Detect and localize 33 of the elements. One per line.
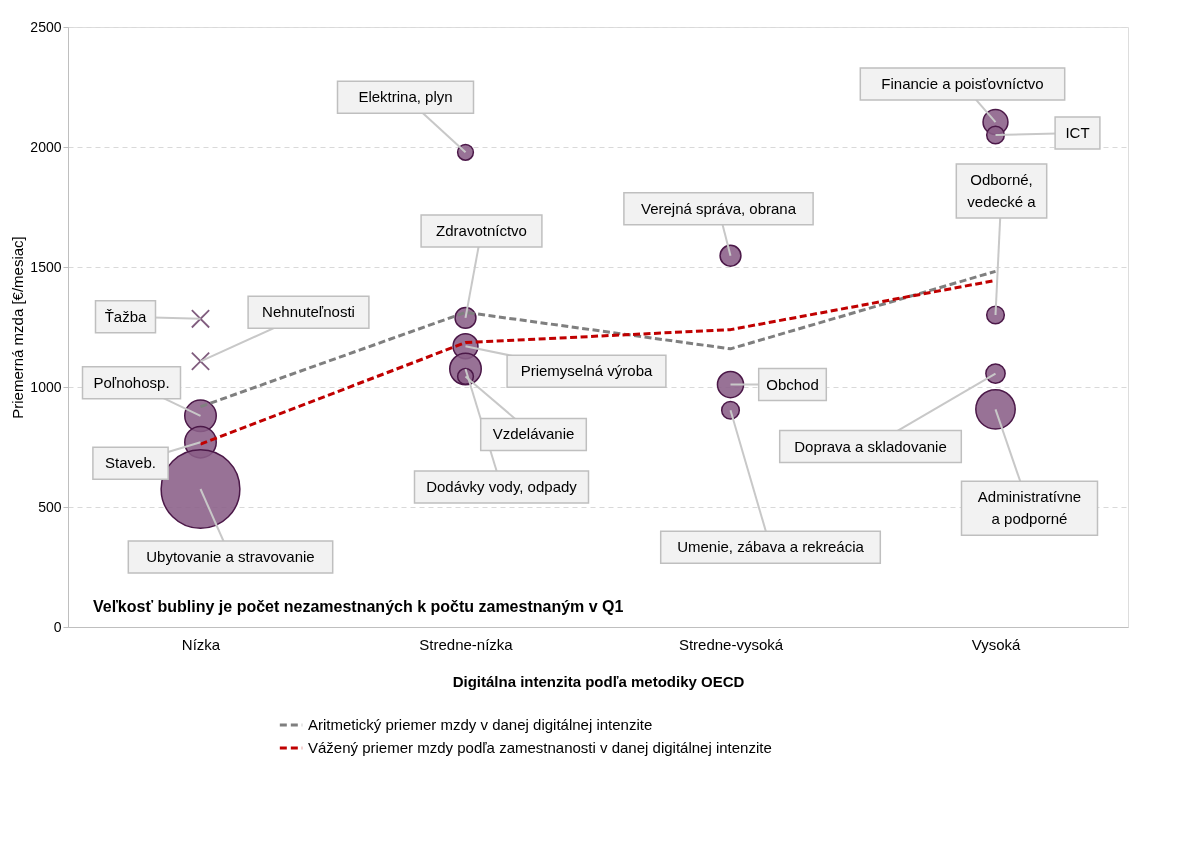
- x-tick-label: Stredne-vysoká: [678, 635, 784, 653]
- annotation: Zdravotníctvo: [436, 221, 527, 239]
- annotation: Administratívne a podporné: [977, 488, 1082, 528]
- annotation: Vzdelávanie: [492, 425, 575, 443]
- y-tick-label: 2000: [30, 138, 62, 155]
- legend-label: Aritmetický priemer mzdy v danej digitálnej intenzite: [308, 716, 653, 733]
- y-axis-title: Priemerná mzda [€/mesiac]: [9, 236, 27, 419]
- y-tick-label: 500: [38, 498, 62, 515]
- legend-label: Vážený priemer mzdy podľa zamestnanosti v danej digitálnej intenzite: [308, 739, 772, 756]
- x-tick-label: Vysoká: [971, 635, 1021, 653]
- annotation: Financie a poisťovníctvo: [881, 75, 1044, 93]
- annotation: Doprava a skladovanie: [794, 437, 947, 455]
- x-tick-label: Stredne-nízka: [419, 635, 514, 653]
- x-tick-label: Nízka: [181, 635, 221, 653]
- annotation: Dodávky vody, odpady: [426, 478, 578, 495]
- annotation: Odborné, vedecké a: [967, 171, 1037, 210]
- annotation: Umenie, zábava a rekreácia: [677, 538, 865, 556]
- annotation: Priemyselná výroba: [520, 362, 654, 380]
- y-tick-label: 0: [53, 618, 62, 635]
- x-axis-title: Digitálna intenzita podľa metodiky OECD: [452, 672, 745, 690]
- annotation: Poľnohosp.: [93, 373, 170, 391]
- y-tick-label: 1000: [30, 378, 62, 395]
- annotation: Elektrina, plyn: [358, 88, 453, 106]
- annotation: Staveb.: [105, 454, 156, 472]
- annotation: Ubytovanie a stravovanie: [146, 548, 315, 565]
- annotation: Ťažba: [104, 307, 147, 325]
- annotation: Obchod: [766, 375, 819, 393]
- y-tick-label: 2500: [30, 18, 62, 35]
- annotation: ICT: [1065, 124, 1090, 141]
- annotation: Nehnuteľnosti: [262, 303, 355, 321]
- y-tick-label: 1500: [30, 258, 62, 275]
- annotation: Verejná správa, obrana: [640, 199, 797, 217]
- annotation: Veľkosť bubliny je počet nezamestnaných k počtu zamestnaným v Q1: [93, 598, 624, 615]
